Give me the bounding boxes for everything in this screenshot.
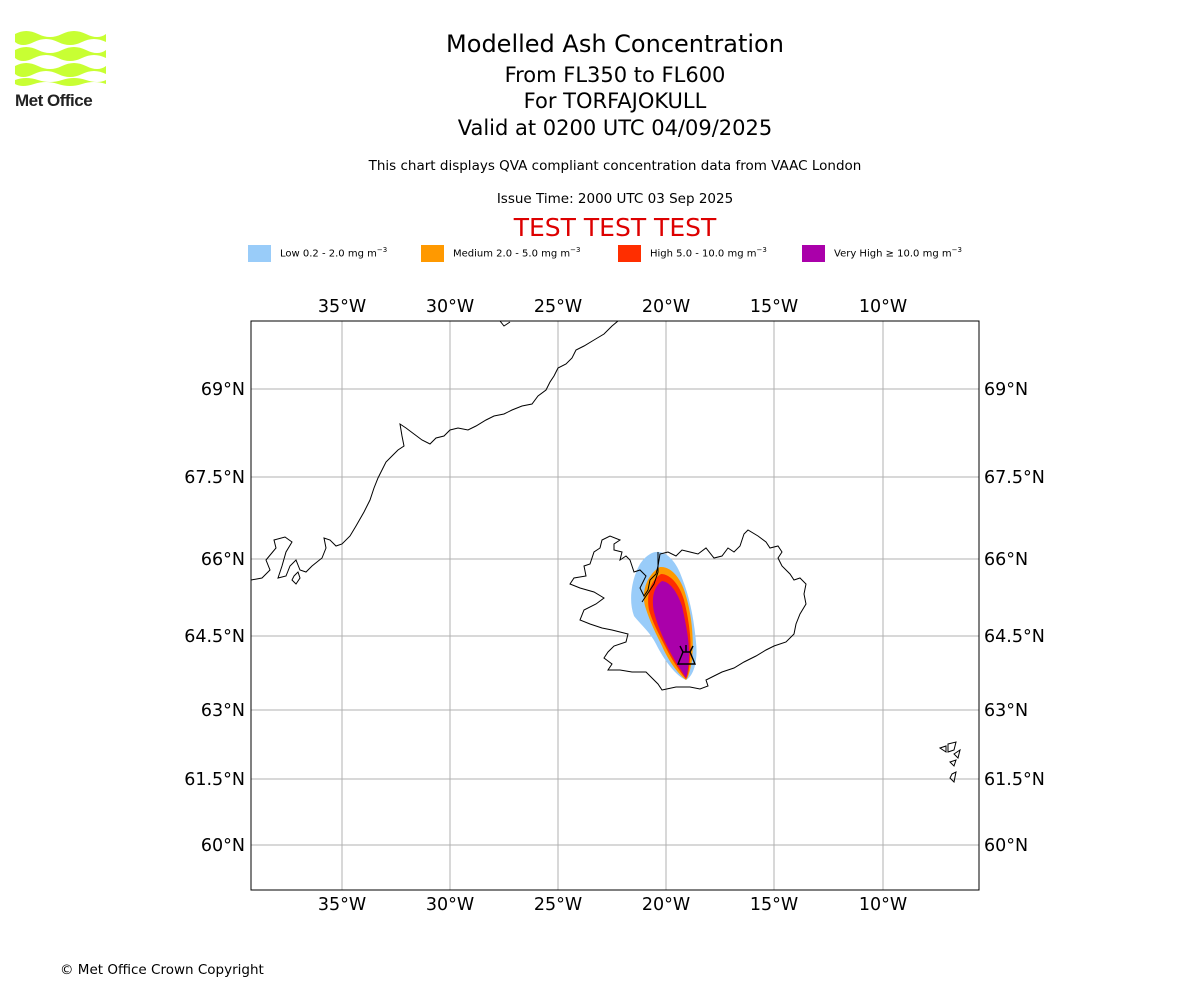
- chart-description: This chart displays QVA compliant concen…: [368, 158, 862, 174]
- map-frame: [250, 320, 980, 891]
- volcano-name: For TORFAJOKULL: [523, 89, 707, 113]
- lat-label: 63°N: [984, 701, 1028, 721]
- lon-label: 15°W: [750, 297, 798, 317]
- lon-label: 10°W: [859, 895, 907, 915]
- greenland-coastline-fragment: [499, 321, 511, 327]
- legend-label-very-high: Very High ≥ 10.0 mg m−3: [834, 246, 962, 260]
- lon-label: 35°W: [318, 297, 366, 317]
- longitude-labels-top: 35°W 30°W 25°W 20°W 15°W 10°W: [318, 297, 907, 317]
- legend-swatch-medium: [421, 245, 444, 262]
- lat-label: 61.5°N: [184, 770, 245, 790]
- lon-label: 10°W: [859, 297, 907, 317]
- lat-label: 60°N: [984, 836, 1028, 856]
- lon-label: 25°W: [534, 895, 582, 915]
- volcano-icon: [676, 645, 697, 665]
- lat-label: 60°N: [201, 836, 245, 856]
- legend-swatch-very-high: [802, 245, 825, 262]
- ash-area-very-high: [652, 581, 690, 678]
- greenland-islet: [291, 571, 301, 585]
- legend-label-high: High 5.0 - 10.0 mg m−3: [650, 246, 767, 260]
- met-office-logo: [15, 31, 106, 86]
- lon-label: 35°W: [318, 895, 366, 915]
- legend-label-low: Low 0.2 - 2.0 mg m−3: [280, 246, 388, 260]
- lon-label: 20°W: [642, 297, 690, 317]
- legend-swatch-high: [618, 245, 641, 262]
- chart-title: Modelled Ash Concentration: [446, 30, 784, 58]
- greenland-coastline: [251, 321, 619, 581]
- copyright-notice: © Met Office Crown Copyright: [60, 962, 264, 978]
- valid-time: Valid at 0200 UTC 04/09/2025: [457, 116, 773, 140]
- issue-time: Issue Time: 2000 UTC 03 Sep 2025: [496, 191, 734, 207]
- longitude-labels-bottom: 35°W 30°W 25°W 20°W 15°W 10°W: [318, 895, 907, 915]
- lat-label: 67.5°N: [984, 468, 1045, 488]
- flight-level-range: From FL350 to FL600: [504, 63, 726, 87]
- lon-label: 20°W: [642, 895, 690, 915]
- lat-label: 69°N: [201, 380, 245, 400]
- map-gridlines: [251, 321, 979, 890]
- lon-label: 30°W: [426, 297, 474, 317]
- lat-label: 69°N: [984, 380, 1028, 400]
- lat-label: 64.5°N: [184, 627, 245, 647]
- lat-label: 61.5°N: [984, 770, 1045, 790]
- lat-label: 63°N: [201, 701, 245, 721]
- lat-label: 67.5°N: [184, 468, 245, 488]
- test-banner: TEST TEST TEST: [513, 213, 717, 242]
- logo-text: Met Office: [15, 91, 93, 110]
- lon-label: 25°W: [534, 297, 582, 317]
- latitude-labels-left: 69°N 67.5°N 66°N 64.5°N 63°N 61.5°N 60°N: [184, 380, 245, 856]
- faroe-islands: [938, 741, 961, 784]
- lon-label: 30°W: [426, 895, 474, 915]
- lat-label: 64.5°N: [984, 627, 1045, 647]
- legend-swatch-low: [248, 245, 271, 262]
- lat-label: 66°N: [201, 550, 245, 570]
- lat-label: 66°N: [984, 550, 1028, 570]
- iceland-coastline: [569, 529, 807, 691]
- plume-contour-line: [641, 552, 659, 603]
- latitude-labels-right: 69°N 67.5°N 66°N 64.5°N 63°N 61.5°N 60°N: [984, 380, 1045, 856]
- legend-label-medium: Medium 2.0 - 5.0 mg m−3: [453, 246, 581, 260]
- lon-label: 15°W: [750, 895, 798, 915]
